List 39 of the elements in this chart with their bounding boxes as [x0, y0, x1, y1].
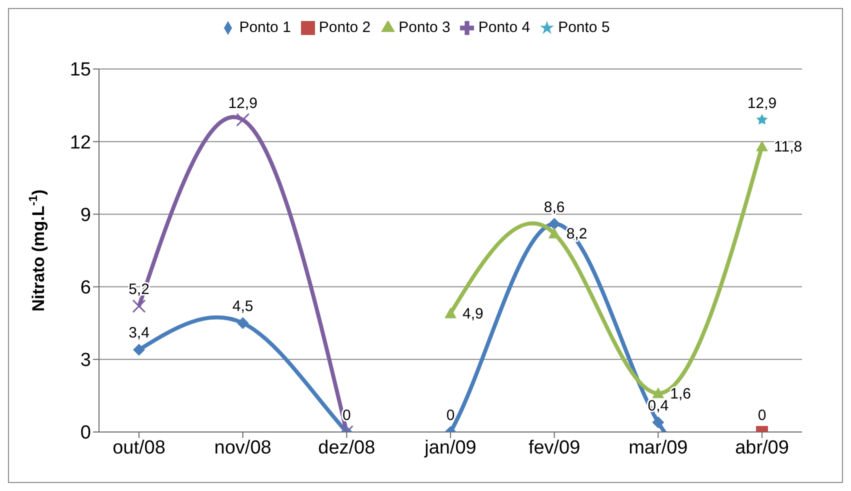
data-label: 8,6: [544, 198, 565, 216]
x-tick-label: nov/08: [214, 437, 272, 458]
x-tick-label: jan/09: [424, 437, 476, 458]
legend-label: Ponto 2: [318, 19, 371, 36]
point: [548, 228, 560, 238]
point: [548, 218, 560, 230]
data-label: 4,5: [232, 298, 254, 316]
data-label: 3,4: [128, 324, 150, 342]
legend-label: Ponto 4: [478, 19, 530, 36]
y-tick-label: 15: [70, 60, 91, 81]
point: [444, 307, 456, 318]
point: [132, 299, 146, 313]
data-label: 11,8: [774, 138, 802, 156]
y-tick-label: 0: [80, 422, 91, 444]
y-tick-label: 6: [80, 278, 91, 299]
point: [236, 317, 249, 330]
y-tick-label: 9: [80, 204, 91, 226]
point: [756, 140, 768, 152]
x-tick-label: fev/09: [528, 437, 580, 458]
data-label: 4,9: [462, 305, 484, 322]
point: [652, 387, 664, 398]
point: [236, 113, 250, 127]
x-tick-label: mar/09: [628, 437, 688, 458]
point: [133, 344, 145, 356]
y-tick-label: 12: [70, 132, 91, 154]
legend-label: Ponto 5: [558, 19, 610, 36]
y-tick-label: 3: [80, 350, 91, 372]
x-tick-label: abr/09: [735, 437, 789, 458]
legend-label: Ponto 1: [239, 19, 291, 36]
point: [652, 416, 664, 428]
data-label: 12,9: [747, 94, 777, 112]
x-tick-label: dez/08: [318, 437, 376, 458]
x-tick-label: out/08: [112, 437, 166, 458]
data-label: 0: [758, 407, 766, 424]
data-label: 1,6: [670, 385, 692, 402]
point: [756, 114, 768, 125]
data-label: 0: [446, 407, 455, 424]
legend-label: Ponto 3: [398, 19, 450, 36]
data-label: 12,9: [228, 94, 258, 112]
